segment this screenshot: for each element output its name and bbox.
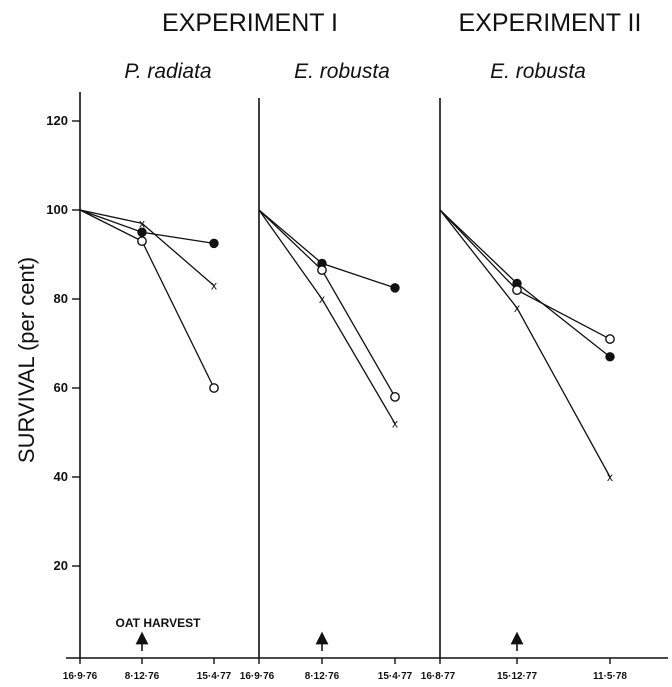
x-ticks: 16·9·76 8·12·76 15·4·77 16·9·76 8·12·76 15·4·… [63,658,627,682]
series-line-filled-circle [258,209,396,289]
series-layer: x x x x x x [79,209,615,484]
y-tick-label: 40 [54,469,68,484]
y-tick-label: 60 [54,380,68,395]
series-line-cross [258,209,396,424]
x-tick-label: 15·12·77 [497,671,537,682]
x-tick-label: 16·9·76 [240,671,275,682]
experiment-1-title: EXPERIMENT I [162,9,338,37]
experiment-2-title: EXPERIMENT II [459,9,642,37]
data-point-cross: x [514,301,520,315]
data-point-filled [209,238,219,249]
y-tick-label: 100 [46,202,68,217]
data-point-open [605,334,615,344]
data-point-cross: x [607,470,613,484]
data-point-filled [390,283,400,293]
oat-harvest-label: OAT HARVEST [116,616,202,630]
data-point-open [209,383,219,393]
series-line-cross [79,209,215,287]
panel-1-title: P. radiata [124,60,211,83]
y-axis-label: SURVIVAL (per cent) [14,257,39,463]
y-tick-label: 120 [46,113,68,128]
series-line-cross [439,209,611,478]
data-point-filled [605,352,615,362]
series-line-filled-circle [439,209,611,358]
data-point-open [390,391,400,402]
x-tick-label: 15·4·77 [378,671,413,682]
data-point-cross: x [319,292,325,306]
x-tick-label: 8·12·76 [125,671,160,682]
x-tick-label: 8·12·76 [305,671,340,682]
series-line-open-circle [79,209,215,389]
data-point-cross: x [139,216,145,230]
x-tick-label: 16·8·77 [421,671,456,682]
series-line-filled-circle [79,209,215,245]
data-point-open [137,236,147,247]
y-tick-label: 20 [54,558,68,573]
series-line-open-circle [439,209,611,340]
x-tick-label: 16·9·76 [63,671,98,682]
x-tick-label: 15·4·77 [197,671,232,682]
y-ticks: 20 40 60 80 100 120 [46,113,80,573]
data-point-cross: x [392,417,398,431]
panel-3-title: E. robusta [490,60,586,83]
data-point-open [317,265,327,275]
data-point-cross: x [211,279,217,293]
x-tick-label: 11·5·78 [593,671,627,682]
panel-2-title: E. robusta [294,60,390,83]
y-tick-label: 80 [54,291,68,306]
data-point-open [512,285,522,295]
